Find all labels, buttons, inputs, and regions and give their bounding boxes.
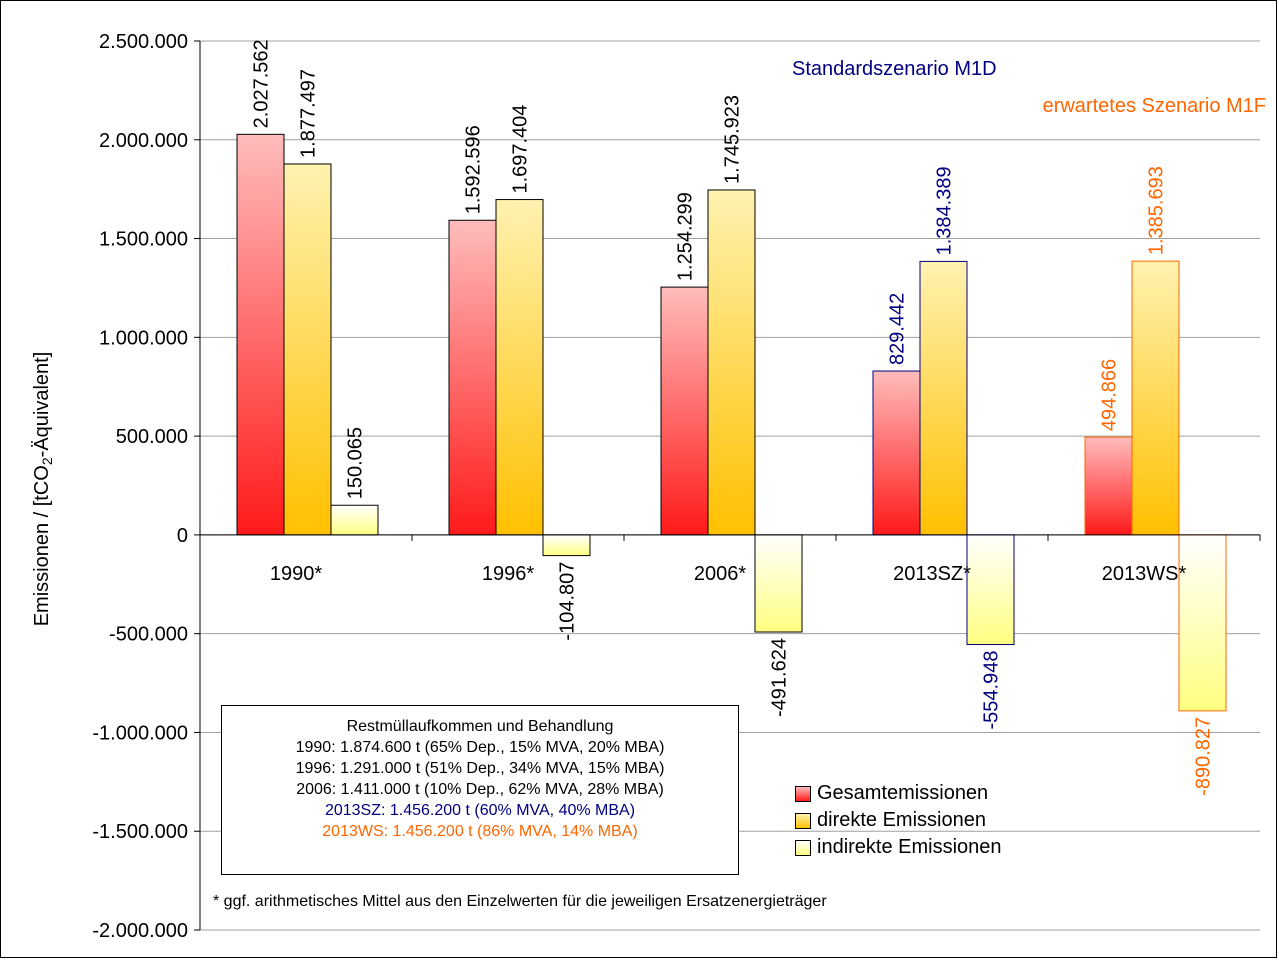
legend-swatch-direkt [795,812,811,829]
legend-item-indirekt: indirekte Emissionen [795,834,1002,861]
y-tick-label: 2.500.000 [99,31,188,53]
y-tick-label: -1.000.000 [92,722,188,744]
bar-indirekt [330,504,379,536]
data-label-indirekt: -104.807 [557,562,579,641]
data-label-direkt: 1.385.693 [1146,166,1168,255]
scenario-label-m1d: Standardszenario M1D [792,58,997,80]
y-tick-label: -2.000.000 [92,920,188,942]
bar-direkt [495,199,544,536]
data-label-gesamt: 2.027.562 [251,39,273,128]
info-line-1996: 1996: 1.291.000 t (51% Dep., 34% MVA, 15… [295,760,665,777]
bar-direkt [1131,260,1180,536]
y-axis-label-subscript: 2 [39,457,55,465]
data-label-gesamt: 494.866 [1099,359,1121,431]
axes: 2.500.000 2.000.000 1.500.000 1.000.000 500.… [92,31,1261,942]
bar-gesamt [660,286,709,536]
legend-item-direkt: direkte Emissionen [795,807,1002,834]
data-label-direkt: 1.745.923 [722,95,744,184]
x-tick-label: 2006* [694,563,746,585]
y-tick-label: 1.500.000 [99,229,188,251]
legend-label-direkt: direkte Emissionen [817,809,986,831]
bar-gesamt [1084,436,1133,536]
data-label-gesamt: 1.254.299 [675,192,697,281]
bar-direkt [707,189,756,536]
info-line-2013sz: 2013SZ: 1.456.200 t (60% MVA, 40% MBA) [324,802,636,819]
x-tick-label: 1996* [482,563,534,585]
data-labels: 2.027.562 1.877.497 150.065 1990* 1.592.596 1… [251,39,1215,795]
data-label-direkt: 1.384.389 [934,166,956,255]
bar-indirekt [966,534,1015,646]
data-label-gesamt: 1.592.596 [463,125,485,214]
y-axis-label-rest: -Äquivalent] [31,352,53,458]
info-line-1990: 1990: 1.874.600 t (65% Dep., 15% MVA, 20… [295,739,665,756]
data-label-direkt: 1.697.404 [510,105,532,194]
legend: Gesamtemissionen direkte Emissionen indi… [795,780,1002,861]
legend-label-gesamt: Gesamtemissionen [817,782,989,804]
bar-gesamt [448,219,497,536]
y-tick-label: -500.000 [109,624,188,646]
y-tick-label: 500.000 [116,426,188,448]
info-box-title: Restmüllaufkommen und Behandlung [346,718,614,735]
bar-direkt [919,260,968,536]
footnote: * ggf. arithmetisches Mittel aus den Ein… [213,893,827,910]
y-axis-label: Emissionen / [tCO2-Äquivalent] [31,352,55,627]
y-tick-label: -1.500.000 [92,821,188,843]
data-label-direkt: 1.877.497 [298,69,320,158]
data-label-indirekt: -491.624 [769,638,791,717]
x-tick-label: 2013SZ* [893,563,971,585]
bars [236,133,1227,712]
data-label-indirekt: 150.065 [345,427,367,499]
bar-indirekt [542,534,591,557]
x-tick-label: 2013WS* [1102,563,1187,585]
legend-item-gesamt: Gesamtemissionen [795,780,1002,807]
bar-gesamt [236,133,285,536]
bar-direkt [283,163,332,536]
data-label-indirekt: -554.948 [981,651,1003,730]
scenario-label-m1f: erwartetes Szenario M1F [1042,95,1266,117]
info-line-2013ws: 2013WS: 1.456.200 t (86% MVA, 14% MBA) [322,823,638,840]
y-axis-label-main: Emissionen / [tCO [31,465,53,626]
legend-swatch-indirekt [795,839,811,856]
legend-label-indirekt: indirekte Emissionen [817,836,1002,858]
info-line-2006: 2006: 1.411.000 t (10% Dep., 62% MVA, 28… [296,781,664,798]
legend-swatch-gesamt [795,785,811,802]
data-label-indirekt: -890.827 [1193,717,1215,796]
y-tick-label: 1.000.000 [99,327,188,349]
bar-indirekt [1178,534,1227,712]
y-tick-label: 0 [177,525,188,547]
data-label-gesamt: 829.442 [887,293,909,365]
x-tick-label: 1990* [270,563,322,585]
waste-treatment-info-box: Restmüllaufkommen und Behandlung 1990: 1… [221,705,739,875]
bar-indirekt [754,534,803,633]
y-tick-label: 2.000.000 [99,130,188,152]
bar-gesamt [872,370,921,536]
